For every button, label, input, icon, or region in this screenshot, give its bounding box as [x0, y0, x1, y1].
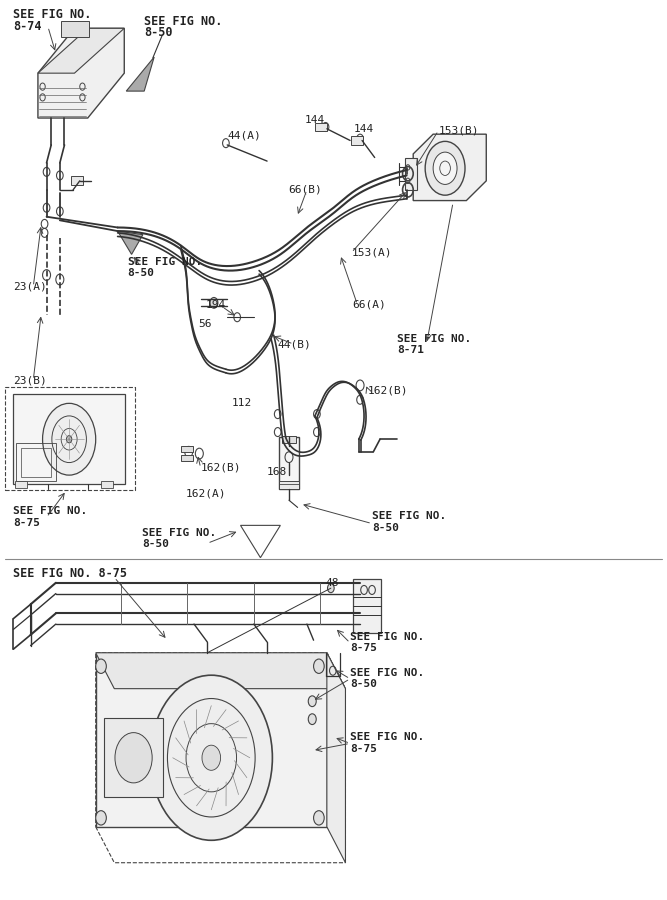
Circle shape: [150, 675, 272, 841]
Bar: [406, 158, 417, 190]
Polygon shape: [95, 652, 327, 827]
Bar: [13, 394, 125, 484]
Text: 153(B): 153(B): [438, 126, 479, 136]
Text: 162(B): 162(B): [201, 463, 241, 473]
Polygon shape: [414, 134, 486, 201]
Text: SEE FIG NO.: SEE FIG NO.: [350, 632, 424, 642]
Circle shape: [327, 584, 334, 593]
Text: 8-71: 8-71: [398, 346, 424, 356]
Text: 144: 144: [354, 124, 374, 134]
Text: 144: 144: [304, 115, 325, 125]
Text: 44(B): 44(B): [277, 339, 311, 349]
Bar: [21, 448, 51, 477]
Polygon shape: [117, 231, 143, 255]
Circle shape: [313, 659, 324, 673]
Circle shape: [308, 696, 316, 706]
Polygon shape: [95, 652, 346, 688]
Text: 8-50: 8-50: [144, 26, 173, 40]
Bar: [315, 122, 327, 131]
Polygon shape: [38, 28, 124, 73]
Bar: [61, 21, 89, 37]
Text: 8-75: 8-75: [350, 743, 377, 754]
Circle shape: [67, 436, 72, 443]
Text: 162(B): 162(B): [368, 386, 409, 396]
Bar: [354, 580, 382, 633]
Text: 66(A): 66(A): [352, 300, 386, 310]
Polygon shape: [126, 57, 154, 91]
Bar: [101, 481, 113, 488]
Text: 23(B): 23(B): [13, 375, 47, 385]
Text: SEE FIG NO.: SEE FIG NO.: [350, 668, 424, 678]
Text: 8-75: 8-75: [13, 518, 40, 527]
Text: 168: 168: [267, 466, 287, 476]
Bar: [281, 436, 296, 443]
Bar: [279, 481, 299, 490]
Polygon shape: [38, 28, 124, 118]
Circle shape: [43, 403, 95, 475]
Text: SEE FIG NO. 8-75: SEE FIG NO. 8-75: [13, 567, 127, 580]
Circle shape: [202, 745, 221, 770]
Bar: [351, 136, 363, 145]
Bar: [181, 446, 193, 452]
Text: 23(A): 23(A): [13, 282, 47, 292]
Text: 8-74: 8-74: [13, 20, 42, 33]
Polygon shape: [327, 652, 346, 863]
Circle shape: [433, 152, 457, 184]
Bar: [279, 437, 299, 490]
Text: SEE FIG NO.: SEE FIG NO.: [127, 256, 202, 266]
Text: 56: 56: [198, 320, 211, 329]
Circle shape: [425, 141, 465, 195]
Text: SEE FIG NO.: SEE FIG NO.: [372, 511, 446, 521]
Text: 44(A): 44(A): [227, 131, 261, 141]
Bar: [15, 481, 27, 488]
Circle shape: [210, 298, 218, 308]
Circle shape: [313, 811, 324, 825]
Bar: [5, 387, 135, 491]
Text: 48: 48: [325, 578, 339, 588]
Bar: [16, 443, 56, 481]
Text: 8-50: 8-50: [372, 523, 399, 533]
Text: 194: 194: [206, 300, 226, 310]
Text: SEE FIG NO.: SEE FIG NO.: [350, 732, 424, 742]
Text: 162(A): 162(A): [186, 488, 227, 498]
Text: SEE FIG NO.: SEE FIG NO.: [142, 527, 217, 537]
Bar: [279, 484, 299, 490]
Bar: [71, 176, 83, 185]
Circle shape: [308, 714, 316, 724]
Text: SEE FIG NO.: SEE FIG NO.: [398, 334, 472, 344]
Circle shape: [95, 659, 106, 673]
Bar: [103, 718, 163, 797]
Text: 8-50: 8-50: [142, 539, 169, 549]
Text: 66(B): 66(B): [288, 184, 322, 194]
Text: SEE FIG NO.: SEE FIG NO.: [13, 506, 87, 516]
Text: SEE FIG NO.: SEE FIG NO.: [144, 14, 223, 28]
Text: 112: 112: [231, 399, 251, 409]
Text: SEE FIG NO.: SEE FIG NO.: [13, 8, 92, 22]
Circle shape: [115, 733, 152, 783]
Circle shape: [95, 811, 106, 825]
Bar: [181, 455, 193, 461]
Text: 8-75: 8-75: [350, 644, 377, 653]
Text: 8-50: 8-50: [127, 268, 155, 278]
Text: 8-50: 8-50: [350, 680, 377, 689]
Text: 153(A): 153(A): [352, 248, 392, 257]
